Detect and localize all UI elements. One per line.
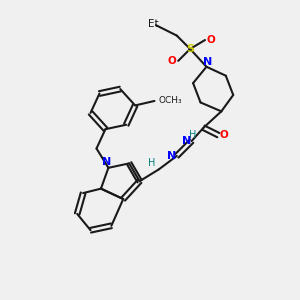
Text: S: S — [186, 44, 194, 54]
Text: H: H — [148, 158, 155, 168]
Text: H: H — [189, 130, 197, 140]
Text: OCH₃: OCH₃ — [159, 97, 183, 106]
Text: N: N — [203, 57, 213, 67]
Text: N: N — [182, 136, 191, 146]
Text: O: O — [207, 35, 215, 45]
Text: O: O — [220, 130, 229, 140]
Text: O: O — [168, 56, 177, 66]
Text: N: N — [167, 151, 176, 161]
Text: N: N — [102, 158, 112, 167]
Text: Et: Et — [148, 19, 158, 29]
